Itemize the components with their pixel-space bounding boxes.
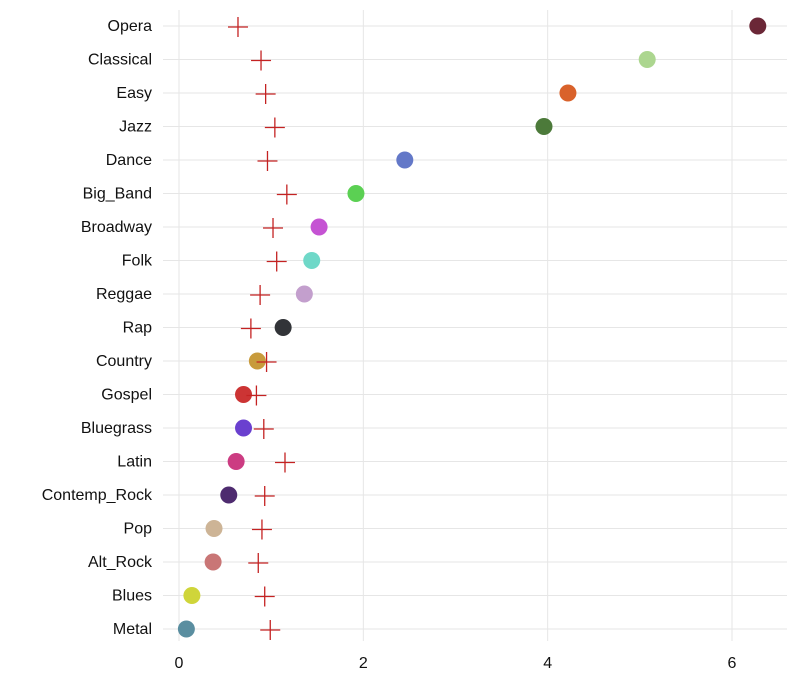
dot-point <box>235 419 253 437</box>
dot-point <box>310 218 328 236</box>
cross-point <box>253 419 274 439</box>
cross-point <box>274 452 295 473</box>
dot-point <box>749 17 767 35</box>
y-tick-label: Big_Band <box>83 186 152 203</box>
y-tick-label: Jazz <box>119 119 152 136</box>
cross-point <box>255 84 276 104</box>
cross-point <box>227 17 248 37</box>
cross-point <box>264 117 285 138</box>
cross-point <box>240 318 261 339</box>
dot-point <box>295 285 313 303</box>
y-tick-label: Alt_Rock <box>88 554 153 571</box>
dot-point <box>559 84 577 102</box>
x-tick-label: 4 <box>543 655 552 672</box>
dot-point <box>303 252 321 269</box>
y-tick-label: Gospel <box>101 387 152 404</box>
y-gridlines <box>163 25 787 630</box>
x-tick-label: 6 <box>728 655 737 672</box>
y-tick-label: Pop <box>124 521 153 538</box>
x-tick-label: 2 <box>359 655 368 672</box>
cross-point <box>260 620 281 640</box>
dot-point <box>274 319 292 336</box>
y-tick-label: Opera <box>108 18 153 35</box>
dot-point <box>205 520 223 537</box>
cross-point <box>276 184 297 205</box>
cross-point <box>254 586 275 607</box>
y-tick-label: Broadway <box>81 219 152 236</box>
cross-point <box>254 486 275 506</box>
y-tick-label: Folk <box>122 253 153 270</box>
dot-point <box>227 453 245 470</box>
cross-point <box>248 553 269 573</box>
cross-point <box>250 285 271 305</box>
y-tick-label: Reggae <box>96 286 152 303</box>
cross-point <box>251 50 272 71</box>
y-axis-tick-labels: Opera Classical Easy Jazz Dance Big_Band Broad… <box>42 18 153 638</box>
dot-point <box>396 151 414 169</box>
y-tick-label: Metal <box>113 621 152 638</box>
cross-point <box>251 519 272 540</box>
cross-point <box>256 352 277 372</box>
cross-point <box>246 385 267 406</box>
dot-point <box>177 620 195 638</box>
dot-point <box>638 51 656 68</box>
dot-point <box>220 486 238 504</box>
cross-point <box>257 151 278 171</box>
dot-point <box>347 185 365 202</box>
dot-point <box>235 386 253 403</box>
dot-point <box>248 352 266 370</box>
y-tick-label: Classical <box>88 52 152 69</box>
cross-point <box>263 218 284 238</box>
dot-point <box>183 587 201 604</box>
x-tick-label: 0 <box>175 655 184 672</box>
x-axis-tick-labels: 0 2 4 6 <box>175 655 737 672</box>
y-tick-label: Easy <box>116 85 152 102</box>
y-tick-label: Blues <box>112 588 152 605</box>
cross-series <box>227 17 297 640</box>
y-tick-label: Country <box>96 353 152 370</box>
x-gridlines <box>178 10 733 641</box>
circle-series <box>177 17 767 638</box>
dot-point <box>204 553 222 571</box>
y-tick-label: Dance <box>106 152 152 169</box>
cross-point <box>266 251 287 272</box>
y-tick-label: Rap <box>123 320 152 337</box>
y-tick-label: Latin <box>117 454 152 471</box>
y-tick-label: Bluegrass <box>81 420 152 437</box>
y-tick-label: Contemp_Rock <box>42 487 153 504</box>
dot-point <box>535 118 553 135</box>
